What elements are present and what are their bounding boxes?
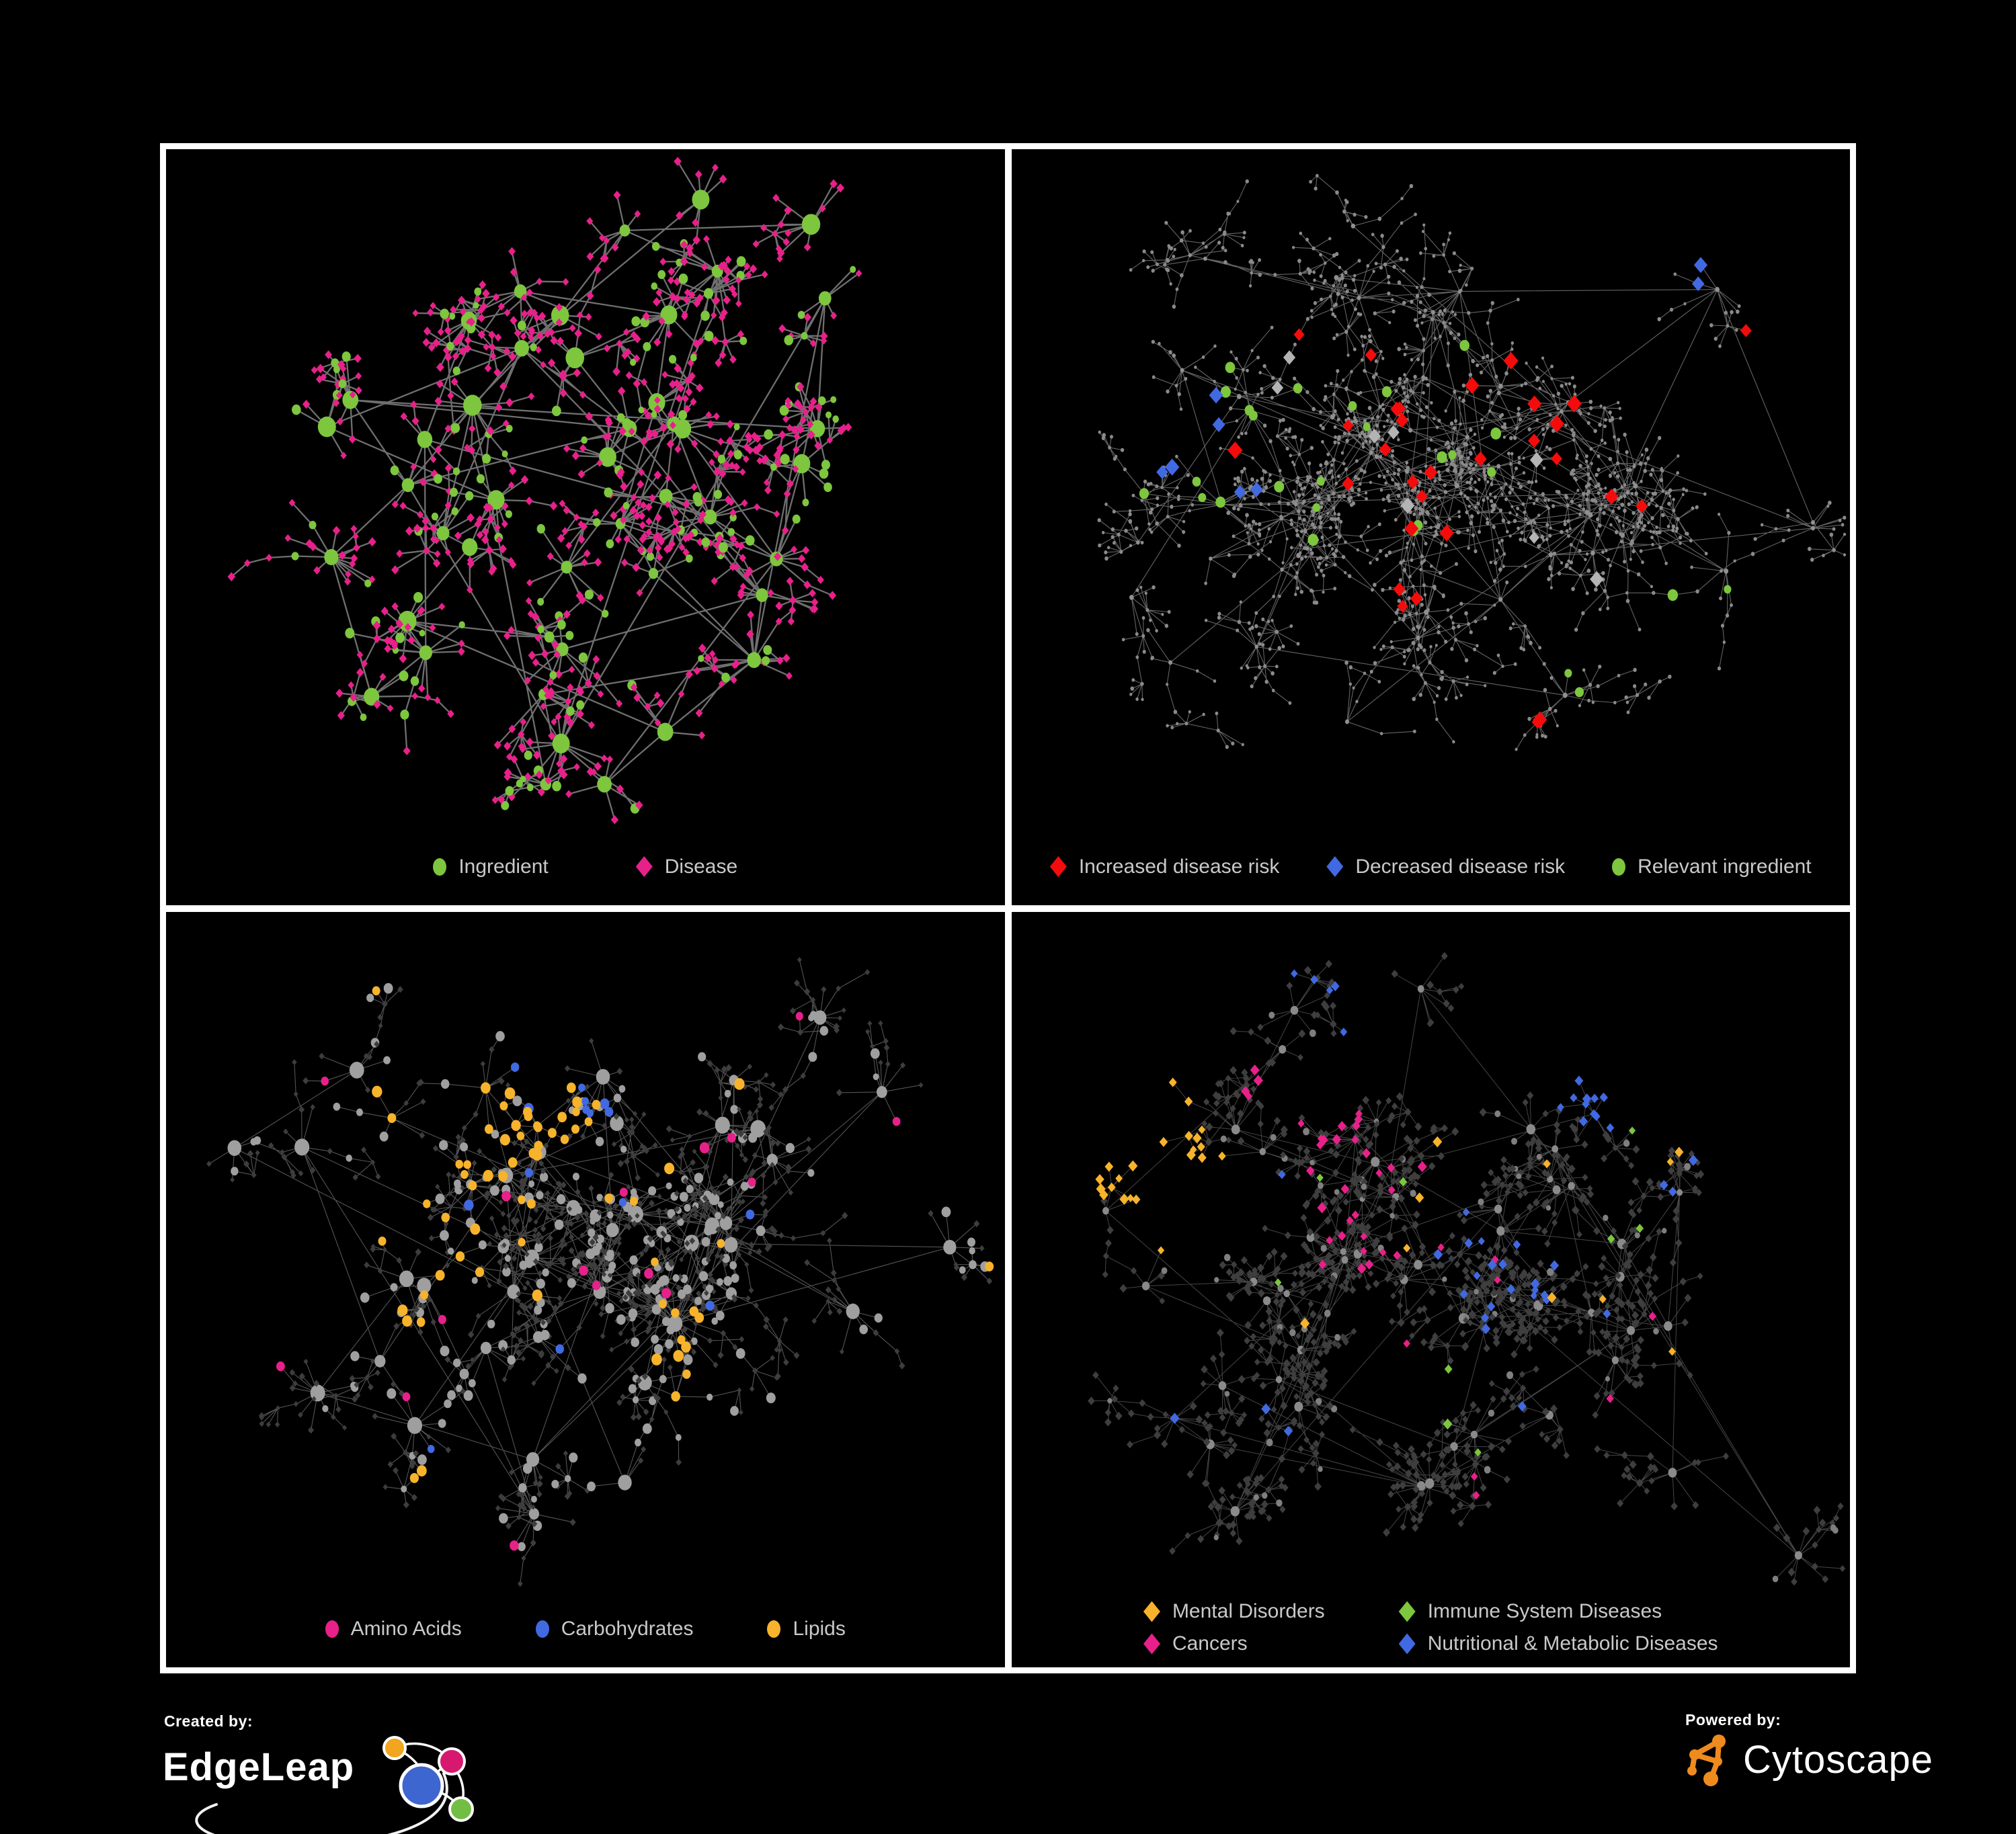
figure-frame: Ingredient Disease Increased disease ris… bbox=[160, 143, 1856, 1673]
edgeleap-logo-graphic bbox=[195, 1736, 474, 1834]
legend-item-lipids: Lipids bbox=[767, 1618, 846, 1640]
legend-disease-risk: Increased disease risk Decreased disease… bbox=[1012, 856, 1851, 878]
panel-disease-classes: Mental Disorders Immune System Diseases … bbox=[1011, 911, 1851, 1667]
legend-item-increased-risk: Increased disease risk bbox=[1049, 855, 1280, 878]
legend-label: Relevant ingredient bbox=[1638, 855, 1812, 878]
lipids-circle-icon bbox=[767, 1620, 781, 1638]
relevant-ingredient-circle-icon bbox=[1612, 858, 1626, 876]
legend-item-cancers: Cancers bbox=[1143, 1632, 1325, 1655]
panel-disease-risk: Increased disease risk Decreased disease… bbox=[1011, 149, 1851, 905]
legend-label: Nutritional & Metabolic Diseases bbox=[1427, 1632, 1718, 1655]
legend-label: Decreased disease risk bbox=[1355, 855, 1566, 878]
legend-label: Immune System Diseases bbox=[1427, 1600, 1662, 1622]
panel-nutrient-classes: Amino Acids Carbohydrates Lipids bbox=[166, 911, 1005, 1667]
legend-item-disease: Disease bbox=[635, 855, 738, 878]
legend-item-immune-system-diseases: Immune System Diseases bbox=[1398, 1600, 1718, 1623]
network-nutrient-classes bbox=[206, 956, 994, 1587]
cytoscape-brand-text: Cytoscape bbox=[1743, 1738, 1934, 1782]
legend-item-decreased-risk: Decreased disease risk bbox=[1326, 856, 1565, 878]
ingredient-circle-icon bbox=[433, 858, 447, 876]
carbohydrates-circle-icon bbox=[535, 1620, 549, 1638]
legend-disease-classes: Mental Disorders Immune System Diseases … bbox=[1012, 1600, 1851, 1655]
created-by-label: Created by: bbox=[164, 1712, 253, 1730]
legend-nutrient-classes: Amino Acids Carbohydrates Lipids bbox=[166, 1618, 1005, 1640]
legend-label: Ingredient bbox=[458, 855, 549, 878]
legend-ingredient-disease: Ingredient Disease bbox=[166, 856, 1005, 878]
disease-diamond-icon bbox=[635, 856, 653, 877]
powered-by-label: Powered by: bbox=[1685, 1711, 1781, 1728]
edgeleap-logo: EdgeLeap bbox=[163, 1733, 539, 1834]
legend-item-nutritional-metabolic-diseases: Nutritional & Metabolic Diseases bbox=[1398, 1632, 1718, 1655]
legend-item-relevant-ingredient: Relevant ingredient bbox=[1612, 856, 1812, 878]
legend-label: Carbohydrates bbox=[561, 1618, 694, 1640]
network-disease-classes bbox=[1087, 952, 1845, 1585]
cancers-diamond-icon bbox=[1143, 1633, 1160, 1655]
decreased-risk-diamond-icon bbox=[1326, 856, 1344, 877]
cytoscape-logo-icon bbox=[1687, 1735, 1726, 1786]
legend-item-carbohydrates: Carbohydrates bbox=[535, 1618, 694, 1640]
increased-risk-diamond-icon bbox=[1049, 856, 1067, 877]
network-disease-risk bbox=[1096, 173, 1846, 751]
nutritional-diseases-diamond-icon bbox=[1398, 1633, 1416, 1655]
created-by-block: Created by: EdgeLeap bbox=[163, 1712, 539, 1834]
edgeleap-brand-text: EdgeLeap bbox=[163, 1745, 355, 1789]
amino-acids-circle-icon bbox=[325, 1620, 339, 1638]
network-ingredient-disease bbox=[227, 157, 862, 825]
panel-ingredient-disease: Ingredient Disease bbox=[166, 149, 1005, 905]
legend-label: Mental Disorders bbox=[1172, 1600, 1325, 1622]
legend-item-mental-disorders: Mental Disorders bbox=[1143, 1600, 1325, 1623]
legend-label: Increased disease risk bbox=[1078, 855, 1280, 878]
legend-label: Lipids bbox=[793, 1618, 846, 1640]
legend-item-amino-acids: Amino Acids bbox=[325, 1618, 462, 1640]
immune-diseases-diamond-icon bbox=[1398, 1601, 1416, 1622]
powered-by-block: Powered by: Cytoscape bbox=[1684, 1711, 1933, 1788]
legend-item-ingredient: Ingredient bbox=[433, 855, 549, 878]
mental-disorders-diamond-icon bbox=[1143, 1601, 1160, 1622]
legend-label: Cancers bbox=[1172, 1632, 1248, 1655]
legend-label: Amino Acids bbox=[350, 1618, 462, 1640]
legend-label: Disease bbox=[664, 855, 738, 878]
